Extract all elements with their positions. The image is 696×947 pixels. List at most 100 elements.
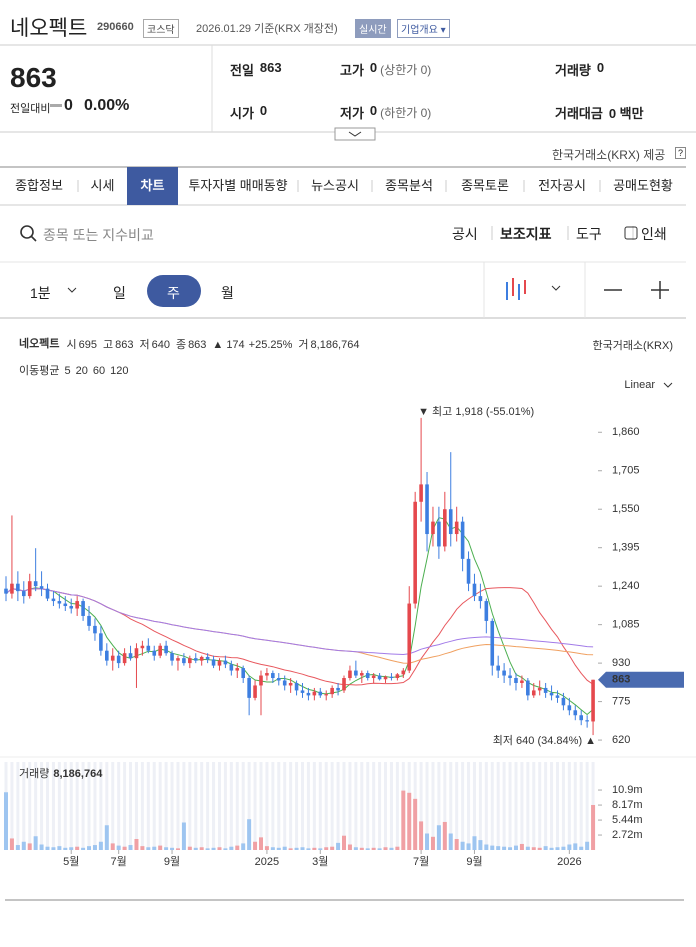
active-tab xyxy=(127,167,178,205)
max-annotation: ▼ 최고 1,918 (-55.01%) xyxy=(418,405,534,418)
volume-bar xyxy=(27,843,32,850)
realtime-badge[interactable]: 실시간 xyxy=(355,19,391,38)
y-tick-label: 1,860 xyxy=(612,426,640,438)
volume-tick-label: 5.44m xyxy=(612,814,643,826)
field-note: (상한가 0) xyxy=(380,63,432,77)
volume-bar xyxy=(199,847,204,850)
x-tick-label: 2025 xyxy=(255,856,279,868)
tab[interactable]: 투자자별 매매동향 xyxy=(188,178,288,193)
summary-value: 695 xyxy=(79,339,97,351)
toolbar-item[interactable]: 공시 xyxy=(452,226,478,242)
volume-bar xyxy=(205,848,210,850)
candle-icon xyxy=(506,278,526,300)
candle-body xyxy=(205,656,210,660)
period[interactable]: 1분 xyxy=(30,285,51,301)
x-tick-label: 3월 xyxy=(312,855,328,868)
volume-bar xyxy=(15,845,20,850)
toolbar-item[interactable]: 보조지표 xyxy=(500,226,552,242)
candle-body xyxy=(63,603,68,607)
period[interactable]: 일 xyxy=(113,285,126,301)
change: 174 xyxy=(226,339,244,351)
tab[interactable]: 시세 xyxy=(90,178,115,193)
volume-bar xyxy=(181,822,186,850)
tab[interactable]: 공매도현황 xyxy=(613,178,673,193)
volume-bar xyxy=(69,847,74,850)
candle-body xyxy=(342,678,346,691)
candle-body xyxy=(21,591,26,597)
summary-value: 640 xyxy=(152,339,170,351)
volume-bar xyxy=(110,843,115,850)
candle-body xyxy=(182,658,186,664)
chart-name: 네오펙트 xyxy=(19,336,59,350)
candle-body xyxy=(514,678,518,683)
company-button[interactable]: 기업개요 ▾ xyxy=(397,19,450,38)
candle-body xyxy=(164,645,168,654)
help-icon[interactable]: ? xyxy=(675,147,687,159)
toolbar-item[interactable]: 도구 xyxy=(576,226,602,242)
volume-bar xyxy=(33,836,38,850)
period[interactable]: 주 xyxy=(167,285,180,301)
tab[interactable]: 종합정보 xyxy=(15,178,63,193)
candle-body xyxy=(229,664,234,671)
chevron xyxy=(348,131,362,137)
chevron[interactable] xyxy=(663,382,673,388)
candle-body xyxy=(365,673,370,679)
candle-body xyxy=(360,673,364,676)
candle-body xyxy=(57,601,62,604)
tab[interactable]: 차트 xyxy=(140,178,165,193)
candle-body xyxy=(531,690,536,696)
candle-body xyxy=(188,658,192,664)
source: 한국거래소(KRX) xyxy=(592,339,673,352)
volume-bar xyxy=(537,847,542,850)
volume-bar xyxy=(294,847,299,850)
tab[interactable]: 전자공시 xyxy=(538,178,586,193)
candle-body xyxy=(348,670,352,679)
candle-body xyxy=(110,655,115,661)
candle-body xyxy=(99,633,103,651)
volume-bar xyxy=(579,846,584,850)
candle-body xyxy=(223,660,228,665)
x-tick-label: 9월 xyxy=(164,855,180,868)
volume-bar xyxy=(508,847,513,850)
field-value: 0 xyxy=(259,103,268,118)
volume-bar xyxy=(211,847,216,850)
candle-body xyxy=(87,615,91,626)
volume-bar xyxy=(496,846,501,850)
candle-body xyxy=(170,653,174,661)
volume-bar xyxy=(591,804,596,850)
tab[interactable]: 종목토론 xyxy=(461,178,509,193)
toolbar-item[interactable]: 인쇄 xyxy=(641,226,667,242)
tab[interactable]: 종목분석 xyxy=(385,178,433,193)
field-label: 거래대금 xyxy=(555,106,603,121)
candle-body xyxy=(573,710,578,716)
candle-body xyxy=(211,659,216,666)
search-input[interactable]: 종목 또는 지수비교 xyxy=(43,227,154,243)
candle-body xyxy=(259,675,263,686)
min-annotation: 최저 640 (34.84%) ▲ xyxy=(493,734,596,747)
volume-bar xyxy=(63,847,68,850)
candle-body xyxy=(51,598,56,602)
chevron[interactable] xyxy=(551,285,561,291)
expand-button[interactable] xyxy=(334,127,376,141)
summary-label: 고 xyxy=(103,339,113,351)
volume-bar xyxy=(436,825,441,850)
x-tick-label: 7월 xyxy=(111,855,127,868)
price-tag-label: 863 xyxy=(612,674,630,686)
price: 863 xyxy=(10,62,57,93)
y-tick-label: 1,085 xyxy=(612,619,640,631)
volume-bar xyxy=(39,844,44,850)
tab[interactable]: 뉴스공시 xyxy=(311,178,359,193)
candle-body xyxy=(561,697,566,706)
candle-body xyxy=(265,673,269,676)
candle-body xyxy=(585,720,589,722)
candle-body xyxy=(496,665,500,671)
volume-bar xyxy=(573,843,578,850)
candle-body xyxy=(478,596,483,602)
field-value: 0 백만 xyxy=(608,106,644,121)
candle-body xyxy=(443,509,447,547)
period[interactable]: 월 xyxy=(221,285,234,301)
candle-body xyxy=(318,691,323,696)
y-tick-label: 775 xyxy=(612,696,630,708)
ma-legend: 120 xyxy=(110,365,128,377)
candle-body xyxy=(282,680,287,686)
